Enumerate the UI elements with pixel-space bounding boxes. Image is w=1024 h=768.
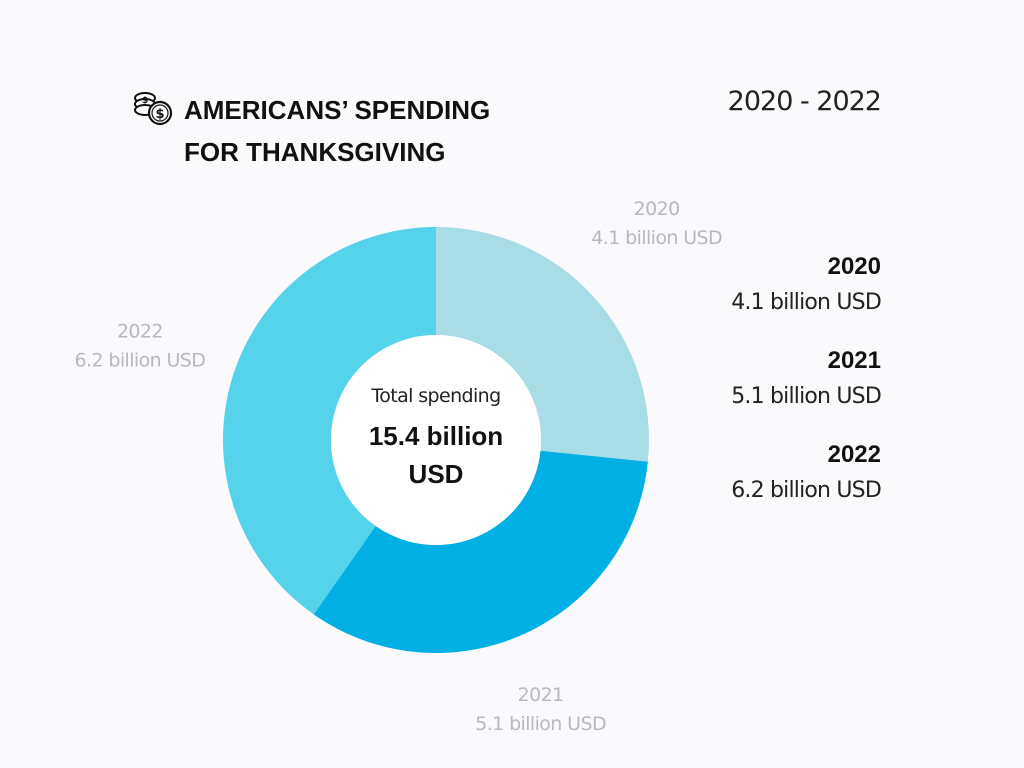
period-label: 2020 - 2022	[727, 86, 882, 117]
slice-labels: 2020 4.1 billion USD 2021 5.1 billion USD 20…	[75, 198, 723, 735]
donut-slice-2021	[313, 450, 648, 653]
slice-label-year-2022: 2022	[117, 321, 163, 343]
center-total-line-2: USD	[409, 459, 464, 489]
donut-hole	[331, 335, 541, 545]
legend-year: 2022	[827, 441, 881, 468]
coins-icon: $ $	[134, 92, 173, 126]
chart-title-line-1: AMERICANS’ SPENDING	[184, 95, 491, 125]
legend-entry-2021: 2021 5.1 billion USD	[731, 344, 882, 416]
center-caption: Total spending	[370, 385, 500, 407]
slice-label-value-2020: 4.1 billion USD	[591, 227, 722, 249]
legend-entry-2020: 2020 4.1 billion USD	[731, 250, 882, 322]
donut-slice-2020	[436, 227, 649, 462]
chart-title: AMERICANS’ SPENDING FOR THANKSGIVING	[184, 89, 490, 173]
donut-slice-2022	[223, 227, 436, 615]
slice-label-year-2021: 2021	[518, 684, 564, 706]
center-total-line-1: 15.4 billion	[369, 421, 503, 451]
slice-label-value-2021: 5.1 billion USD	[475, 713, 606, 735]
legend: 2020 4.1 billion USD 2021 5.1 billion USD 20…	[731, 250, 882, 532]
slice-label-value-2022: 6.2 billion USD	[75, 350, 206, 372]
legend-entry-2022: 2022 6.2 billion USD	[731, 438, 882, 510]
svg-text:$: $	[155, 107, 164, 122]
legend-year: 2020	[827, 253, 881, 280]
chart-title-line-2: FOR THANKSGIVING	[184, 137, 446, 167]
legend-year: 2021	[827, 347, 881, 374]
slice-label-year-2020: 2020	[634, 198, 680, 220]
donut-slices	[223, 227, 649, 653]
legend-value: 6.2 billion USD	[731, 478, 882, 503]
svg-text:$: $	[142, 96, 148, 106]
legend-value: 4.1 billion USD	[731, 290, 882, 315]
legend-value: 5.1 billion USD	[731, 384, 882, 409]
